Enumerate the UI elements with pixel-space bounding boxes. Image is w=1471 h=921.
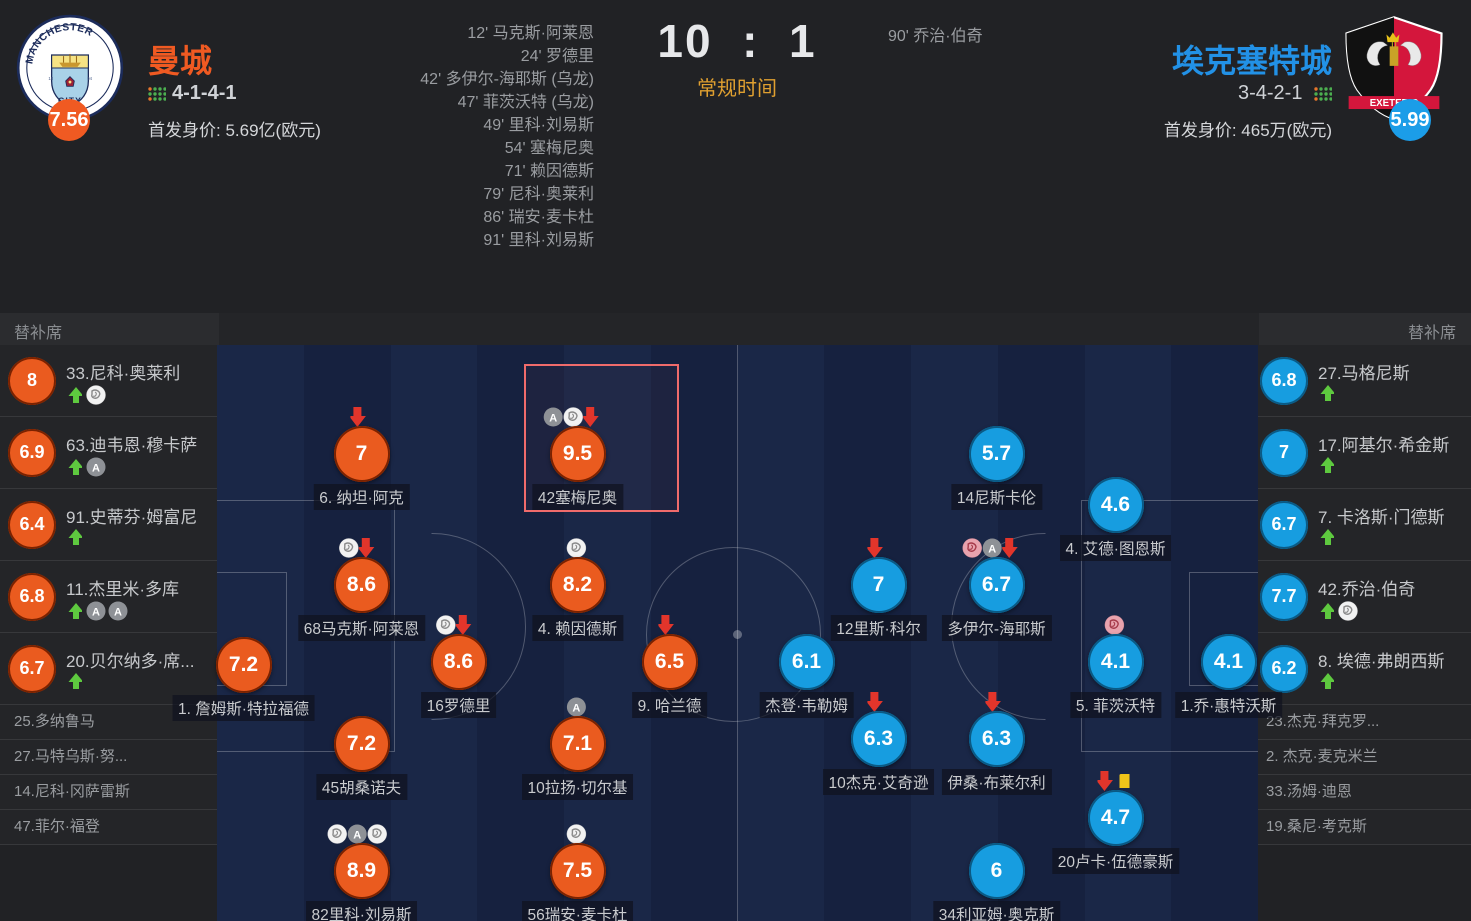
svg-text:94: 94	[87, 76, 92, 81]
svg-text:18: 18	[48, 76, 53, 81]
